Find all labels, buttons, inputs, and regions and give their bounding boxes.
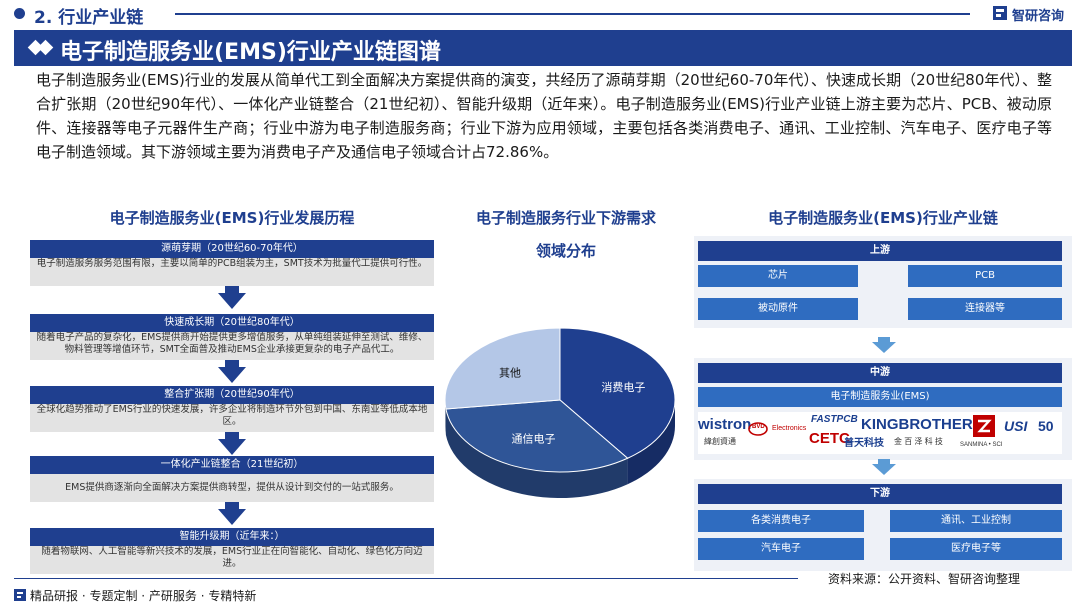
chain-arrow-stem (878, 459, 890, 464)
wistron-logo: wistron (698, 416, 752, 433)
downstream-item-auto: 汽车电子 (698, 538, 864, 560)
cetc-cn-text: 普天科技 (844, 438, 884, 449)
timeline-arrow-stem (225, 432, 239, 440)
chain-down-arrow-icon (872, 342, 896, 353)
footer-divider (14, 578, 798, 579)
timeline-arrow-stem (225, 360, 239, 368)
downstream-item-telecom: 通讯、工业控制 (890, 510, 1062, 532)
pie-label-1: 通信电子 (512, 432, 556, 445)
kingbrother-cn-text: 金 百 泽 科 技 (894, 437, 943, 446)
bvd-text: BVD (752, 424, 765, 430)
upstream-head: 上游 (698, 241, 1062, 261)
pie-label-2: 其他 (499, 366, 521, 379)
section-bullet-icon (14, 8, 25, 19)
chain-title: 电子制造服务业(EMS)行业产业链 (768, 209, 998, 227)
pie-title-line2: 领域分布 (535, 242, 596, 260)
title-banner: 电子制造服务业(EMS)行业产业链图谱 (14, 30, 1072, 66)
pie-label-0: 消费电子 (601, 380, 645, 394)
timeline-down-arrow-icon (218, 367, 246, 383)
timeline-stage-3-name: 整合扩张期（20世纪90年代） (30, 386, 434, 404)
kingbrother-logo: KINGBROTHER (861, 416, 973, 433)
timeline-stage-1-desc: 电子制造服务服务范围有限，主要以简单的PCB组装为主，SMT技术为批量代工提供可… (30, 258, 434, 286)
timeline-arrow-stem (225, 286, 239, 294)
downstream-item-medical: 医疗电子等 (890, 538, 1062, 560)
fastpcb-logo: FASTPCB (811, 414, 858, 425)
pie-slice-side-1 (445, 409, 628, 498)
source-note: 资料来源：公开资料、智研咨询整理 (828, 572, 1021, 586)
timeline-stage-4-name: 一体化产业链整合（21世纪初） (30, 456, 434, 474)
downstream-head: 下游 (698, 484, 1062, 504)
company-logos: wistron 緯創資通 BVD Electronics FASTPCB CET… (698, 412, 1062, 454)
page-title: 电子制造服务业(EMS)行业产业链图谱 (60, 40, 441, 65)
midstream-head: 中游 (698, 363, 1062, 383)
pie-slice-1 (445, 399, 629, 473)
bvd-logo-icon (748, 422, 768, 436)
wistron-cn-text: 緯創資通 (704, 437, 736, 446)
upstream-item-connector: 连接器等 (908, 298, 1062, 320)
chain-down-arrow-icon (872, 464, 896, 475)
pie-slice-0 (559, 327, 676, 459)
footer-logo-icon (14, 589, 26, 601)
cetc-logo: CETC (809, 430, 850, 447)
timeline-title: 电子制造服务业(EMS)行业发展历程 (109, 209, 355, 227)
intro-paragraph: 电子制造服务业(EMS)行业的发展从简单代工到全面解决方案提供商的演变，共经历了… (36, 71, 1052, 161)
section-label: 2. 行业产业链 (34, 8, 144, 28)
upstream-item-pcb: PCB (908, 265, 1062, 287)
timeline-down-arrow-icon (218, 509, 246, 525)
upstream-item-chip: 芯片 (698, 265, 858, 287)
usi-logo: USI (1004, 418, 1028, 434)
timeline-stage-1-name: 源萌芽期（20世纪60-70年代） (30, 240, 434, 258)
pie-title-line1: 电子制造服务行业下游需求 (475, 209, 656, 227)
header-divider (175, 13, 970, 15)
sanmina-logo-icon (973, 415, 995, 437)
timeline-stage-5-name: 智能升级期（近年来：） (30, 528, 434, 546)
timeline-stage-4-desc: EMS提供商逐渐向全面解决方案提供商转型，提供从设计到交付的一站式服务。 (30, 474, 434, 502)
usi-50-text: 50 (1038, 418, 1054, 434)
timeline-arrow-stem (225, 502, 239, 510)
timeline-stage-5-desc: 随着物联网、人工智能等新兴技术的发展，EMS行业正在向智能化、自动化、绿色化方向… (30, 546, 434, 574)
chain-arrow-stem (878, 337, 890, 342)
timeline-stage-2-desc: 随着电子产品的复杂化，EMS提供商开始提供更多增值服务，从单纯组装延伸至测试、维… (30, 332, 434, 360)
upstream-item-passive: 被动原件 (698, 298, 858, 320)
timeline-down-arrow-icon (218, 439, 246, 455)
footer-tagline: 精品研报 · 专题定制 · 产研服务 · 专精特新 (30, 589, 257, 603)
demand-pie-chart: 消费电子通信电子 其他 (440, 290, 690, 540)
midstream-item-ems: 电子制造服务业(EMS) (698, 387, 1062, 407)
diamond-icon (37, 39, 54, 56)
timeline-down-arrow-icon (218, 293, 246, 309)
timeline-stage-2-name: 快速成长期（20世纪80年代） (30, 314, 434, 332)
sanmina-text: SANMINA • SCI (960, 442, 1003, 448)
brand-name: 智研咨询 (1012, 9, 1065, 24)
pie-slice-side-0 (627, 400, 675, 485)
downstream-item-consumer: 各类消费电子 (698, 510, 864, 532)
electronics-text: Electronics (772, 425, 807, 432)
timeline-stage-3-desc: 全球化趋势推动了EMS行业的快速发展，许多企业将制造环节外包到中国、东南亚等低成… (30, 404, 434, 432)
brand-logo-icon (993, 6, 1007, 20)
top-bar: 2. 行业产业链 智研咨询 (0, 0, 1080, 28)
pie-slice-2 (444, 327, 561, 410)
